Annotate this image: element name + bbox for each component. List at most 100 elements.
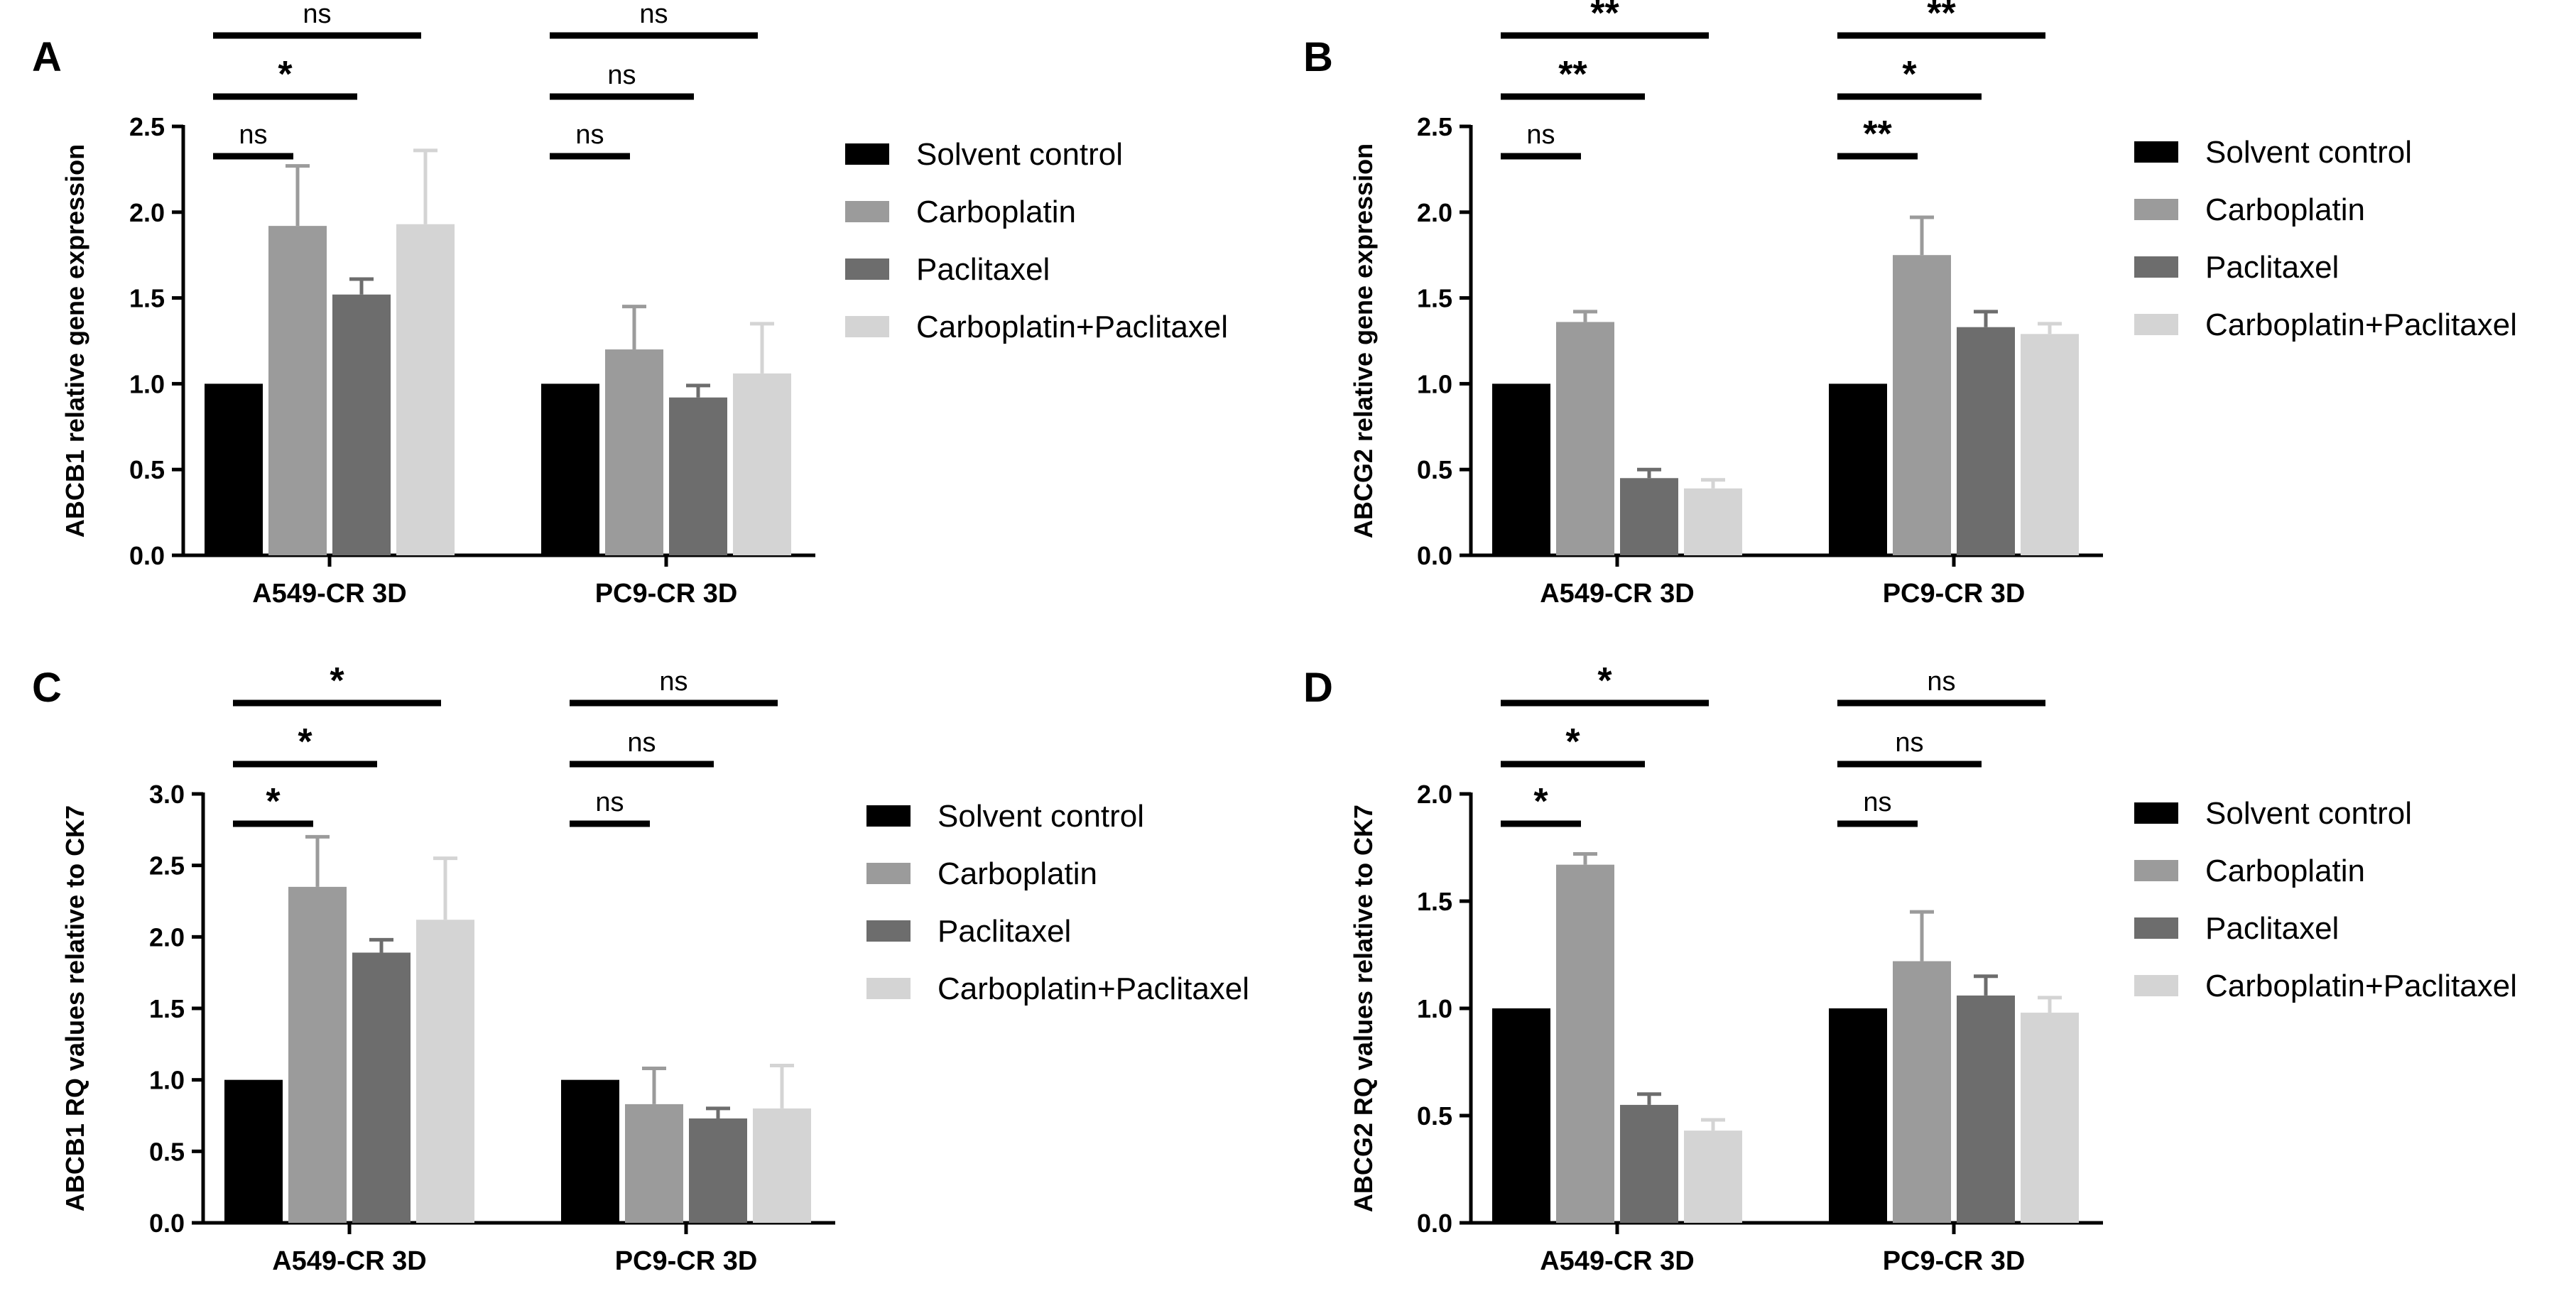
bar xyxy=(1893,961,1951,1223)
legend-swatch xyxy=(845,201,889,222)
bar xyxy=(205,383,263,555)
legend-swatch xyxy=(2134,314,2178,335)
x-category-label: A549-CR 3D xyxy=(272,1246,427,1276)
legend-swatch xyxy=(2134,802,2178,824)
significance-label: * xyxy=(1902,54,1917,95)
legend-swatch xyxy=(2134,975,2178,996)
y-tick-label: 0.5 xyxy=(1417,1101,1452,1131)
bar xyxy=(1492,1008,1550,1223)
significance-label: * xyxy=(266,781,281,822)
y-tick-label: 2.0 xyxy=(129,198,165,227)
y-axis-title: ABCB1 relative gene expression xyxy=(60,144,89,538)
significance-label: ** xyxy=(1863,114,1892,155)
legend-label: Solvent control xyxy=(2205,135,2412,170)
significance-label: ns xyxy=(595,788,624,817)
y-tick-label: 1.0 xyxy=(129,369,165,398)
bar xyxy=(2021,1013,2079,1223)
y-tick-label: 2.0 xyxy=(1417,780,1452,809)
bar xyxy=(1684,488,1742,555)
legend-label: Carboplatin+Paclitaxel xyxy=(938,971,1249,1006)
significance-label: * xyxy=(278,54,293,95)
x-category-label: PC9-CR 3D xyxy=(595,579,738,609)
legend-swatch xyxy=(866,920,911,942)
y-tick-label: 2.0 xyxy=(149,922,185,952)
bar xyxy=(625,1104,683,1223)
y-tick-label: 0.5 xyxy=(129,455,165,484)
y-axis-title: ABCG2 relative gene expression xyxy=(1349,143,1378,538)
bar xyxy=(1556,864,1614,1223)
y-tick-label: 0.5 xyxy=(149,1137,185,1166)
legend-label: Carboplatin+Paclitaxel xyxy=(916,310,1228,344)
y-tick-label: 0.0 xyxy=(129,541,165,570)
panel-A: A ABCB1 relative gene expression 0.0 0.5 1.0… xyxy=(32,0,1228,609)
significance-label: ns xyxy=(1927,667,1955,697)
legend-label: Solvent control xyxy=(916,137,1123,172)
bar xyxy=(1492,383,1550,555)
legend-label: Paclitaxel xyxy=(916,252,1050,287)
significance-label: ns xyxy=(607,60,636,90)
significance-label: ** xyxy=(1558,54,1587,95)
y-tick-label: 1.0 xyxy=(1417,369,1452,398)
significance-label: * xyxy=(1565,721,1580,763)
legend-label: Carboplatin xyxy=(2205,192,2365,227)
y-tick-label: 0.0 xyxy=(149,1209,185,1238)
legend-swatch xyxy=(845,143,889,165)
y-tick-label: 2.0 xyxy=(1417,198,1452,227)
x-category-label: PC9-CR 3D xyxy=(615,1246,758,1276)
bar xyxy=(1957,327,2015,555)
bar xyxy=(1620,478,1678,555)
significance-label: ns xyxy=(1526,120,1555,150)
significance-label: ** xyxy=(1927,0,1956,34)
bar xyxy=(1620,1104,1678,1223)
y-tick-label: 3.0 xyxy=(149,780,185,809)
significance-label: ns xyxy=(575,120,604,150)
panel-letter: B xyxy=(1303,34,1333,80)
bar xyxy=(268,226,327,555)
y-tick-label: 2.5 xyxy=(149,851,185,881)
bar xyxy=(561,1079,619,1223)
legend-swatch xyxy=(2134,917,2178,939)
significance-label: ns xyxy=(639,0,668,29)
panel-letter: C xyxy=(32,665,62,711)
bar xyxy=(1829,383,1887,555)
bar xyxy=(332,294,391,555)
bar xyxy=(352,952,411,1223)
bar xyxy=(605,349,663,555)
legend-swatch xyxy=(866,805,911,827)
y-tick-label: 2.5 xyxy=(1417,112,1452,141)
panel-B: B ABCG2 relative gene expression 0.0 0.5 1.0… xyxy=(1303,0,2517,609)
legend-swatch xyxy=(2134,860,2178,881)
legend-label: Carboplatin xyxy=(916,195,1076,229)
legend-swatch xyxy=(866,978,911,999)
legend-label: Solvent control xyxy=(2205,796,2412,831)
y-tick-label: 1.5 xyxy=(129,284,165,313)
x-category-label: A549-CR 3D xyxy=(252,579,407,609)
significance-label: ns xyxy=(1863,788,1891,817)
significance-label: ns xyxy=(1895,728,1923,758)
legend-label: Paclitaxel xyxy=(938,914,1071,949)
bar xyxy=(1829,1008,1887,1223)
x-category-label: PC9-CR 3D xyxy=(1883,579,2026,609)
x-category-label: A549-CR 3D xyxy=(1540,579,1695,609)
y-tick-label: 1.5 xyxy=(1417,284,1452,313)
panel-letter: A xyxy=(32,34,62,80)
legend-label: Carboplatin+Paclitaxel xyxy=(2205,307,2517,342)
bar xyxy=(224,1079,283,1223)
x-category-label: PC9-CR 3D xyxy=(1883,1246,2026,1276)
bar xyxy=(1957,995,2015,1223)
bar xyxy=(541,383,599,555)
bar xyxy=(1684,1131,1742,1223)
significance-label: ns xyxy=(659,667,688,697)
legend-label: Solvent control xyxy=(938,799,1144,834)
bar xyxy=(288,886,347,1223)
y-tick-label: 1.5 xyxy=(1417,887,1452,916)
significance-label: ns xyxy=(239,120,267,150)
bar xyxy=(753,1108,811,1223)
panel-D: D ABCG2 RQ values relative to CK7 0.0 0.5 1.… xyxy=(1303,660,2517,1276)
legend-swatch xyxy=(2134,256,2178,278)
significance-label: ** xyxy=(1590,0,1619,34)
y-tick-label: 0.5 xyxy=(1417,455,1452,484)
legend-label: Carboplatin xyxy=(2205,854,2365,888)
bar xyxy=(733,373,791,555)
